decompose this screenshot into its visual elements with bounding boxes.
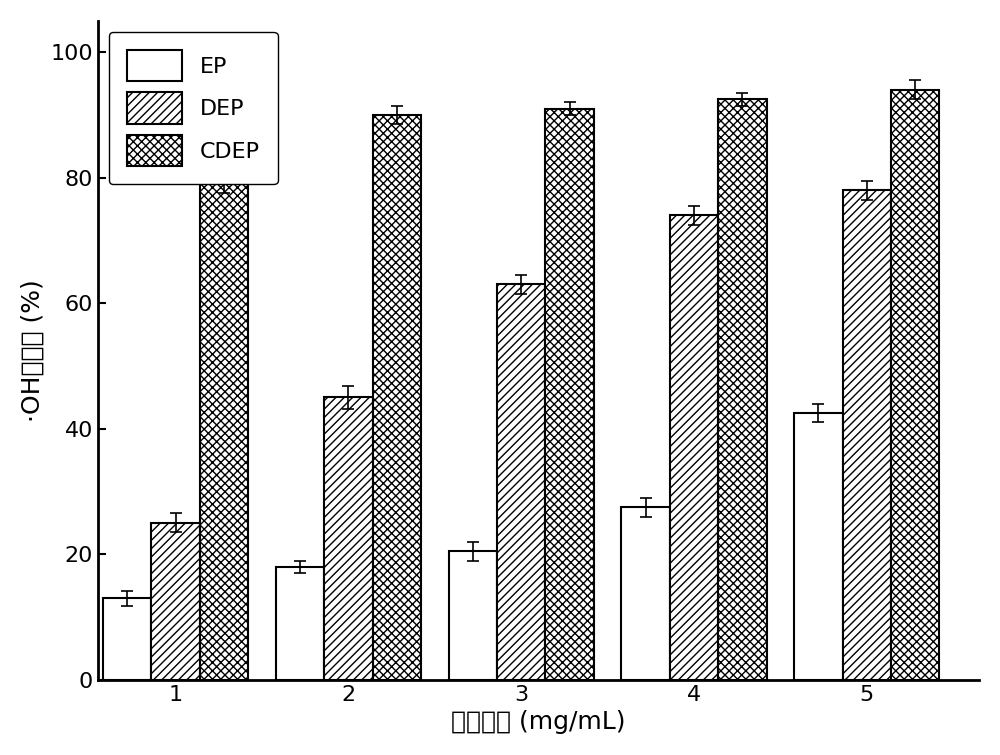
Bar (794, 413, 843, 680)
Bar (151, 523, 200, 680)
Bar (373, 115, 421, 680)
Bar (497, 285, 545, 680)
Bar (621, 507, 670, 680)
Bar (324, 397, 373, 680)
Bar (545, 109, 594, 680)
Bar (200, 184, 248, 680)
X-axis label: 样品浓度 (mg/mL): 样品浓度 (mg/mL) (451, 710, 626, 734)
Bar (718, 99, 767, 680)
Y-axis label: ·OH清除率 (%): ·OH清除率 (%) (21, 279, 45, 421)
Bar (276, 567, 324, 680)
Bar (891, 90, 939, 680)
Bar (103, 598, 151, 680)
Legend: EP, DEP, CDEP: EP, DEP, CDEP (109, 32, 278, 184)
Bar (670, 215, 718, 680)
Bar (449, 551, 497, 680)
Bar (843, 190, 891, 680)
